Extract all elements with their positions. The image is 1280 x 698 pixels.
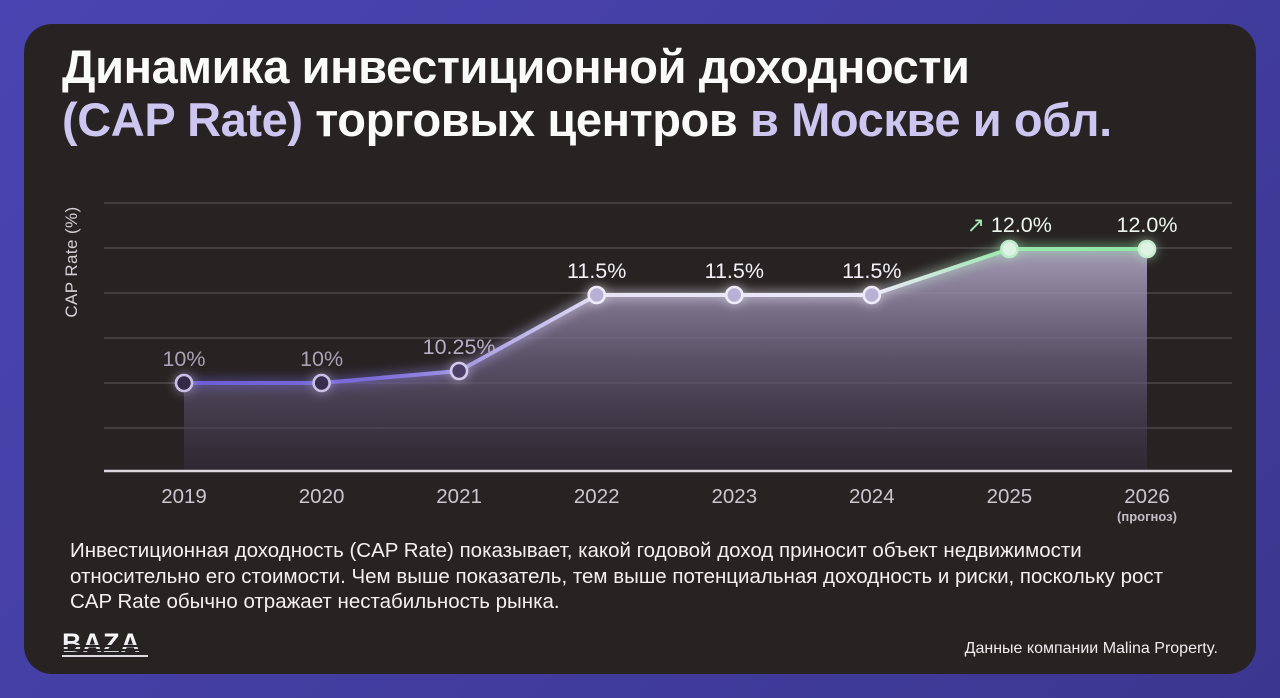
x-axis-tick: 2023 bbox=[711, 485, 757, 508]
footnote-line-2: относительно его стоимости. Чем выше пок… bbox=[70, 564, 1164, 588]
area-fill bbox=[184, 249, 1147, 471]
baza-logo-stripes bbox=[62, 643, 150, 655]
point-label: 12.0% bbox=[1117, 213, 1178, 237]
footnote-line-3: CAP Rate обычно отражает нестабильность … bbox=[70, 590, 560, 613]
data-point bbox=[449, 361, 469, 381]
x-axis-tick-note: (прогноз) bbox=[1117, 509, 1177, 524]
baza-logo: BAZA bbox=[62, 630, 150, 657]
x-axis-tick: 2022 bbox=[574, 485, 620, 508]
data-points bbox=[174, 239, 1157, 393]
point-label: 10% bbox=[300, 347, 343, 371]
x-axis-tick: 2021 bbox=[436, 485, 482, 508]
trend-line bbox=[182, 247, 1149, 385]
data-point bbox=[724, 285, 744, 305]
data-point bbox=[1000, 239, 1019, 259]
x-axis-tick: 2020 bbox=[299, 485, 345, 508]
point-label: 10% bbox=[162, 347, 205, 371]
footnote-line-1: Инвестиционная доходность (CAP Rate) пок… bbox=[70, 539, 1082, 562]
data-point bbox=[1137, 239, 1157, 259]
title-accent-moscow: в Москве и обл. bbox=[750, 93, 1112, 146]
page-title: Динамика инвестиционной доходности (CAP … bbox=[62, 40, 1112, 146]
x-axis-tick: 2024 bbox=[849, 485, 895, 508]
trend-up-icon: ↗ bbox=[967, 213, 991, 237]
point-label: 11.5% bbox=[567, 259, 626, 283]
data-point bbox=[312, 373, 331, 393]
x-axis-labels: 2019 2020 2021 2022 2023 2024 2025 2026(прогноз… bbox=[161, 485, 1177, 524]
data-point bbox=[587, 285, 607, 305]
point-label: 11.5% bbox=[842, 259, 901, 283]
source-note: Данные компании Malina Property. bbox=[964, 640, 1218, 657]
x-axis-tick: 2026 bbox=[1124, 485, 1170, 508]
data-point bbox=[174, 373, 194, 393]
title-line2-main: торговых центров bbox=[302, 93, 751, 146]
data-point bbox=[862, 285, 882, 305]
baza-logo-underline bbox=[62, 655, 148, 657]
title-line-1: Динамика инвестиционной доходности bbox=[62, 40, 970, 93]
title-line-2: (CAP Rate) торговых центров в Москве и о… bbox=[62, 93, 1112, 146]
point-label: 11.5% bbox=[705, 259, 764, 283]
point-label: ↗ 12.0% bbox=[967, 213, 1052, 237]
x-axis-tick: 2019 bbox=[161, 485, 207, 508]
point-labels: 10% 10% 10.25% 11.5% 11.5% 11.5% ↗ 12.0% 12.0% bbox=[162, 213, 1177, 371]
footnote: Инвестиционная доходность (CAP Rate) пок… bbox=[70, 538, 1163, 615]
title-accent-cap-rate: (CAP Rate) bbox=[62, 93, 303, 146]
point-label: 10.25% bbox=[423, 335, 496, 359]
x-axis-tick: 2025 bbox=[987, 485, 1033, 508]
